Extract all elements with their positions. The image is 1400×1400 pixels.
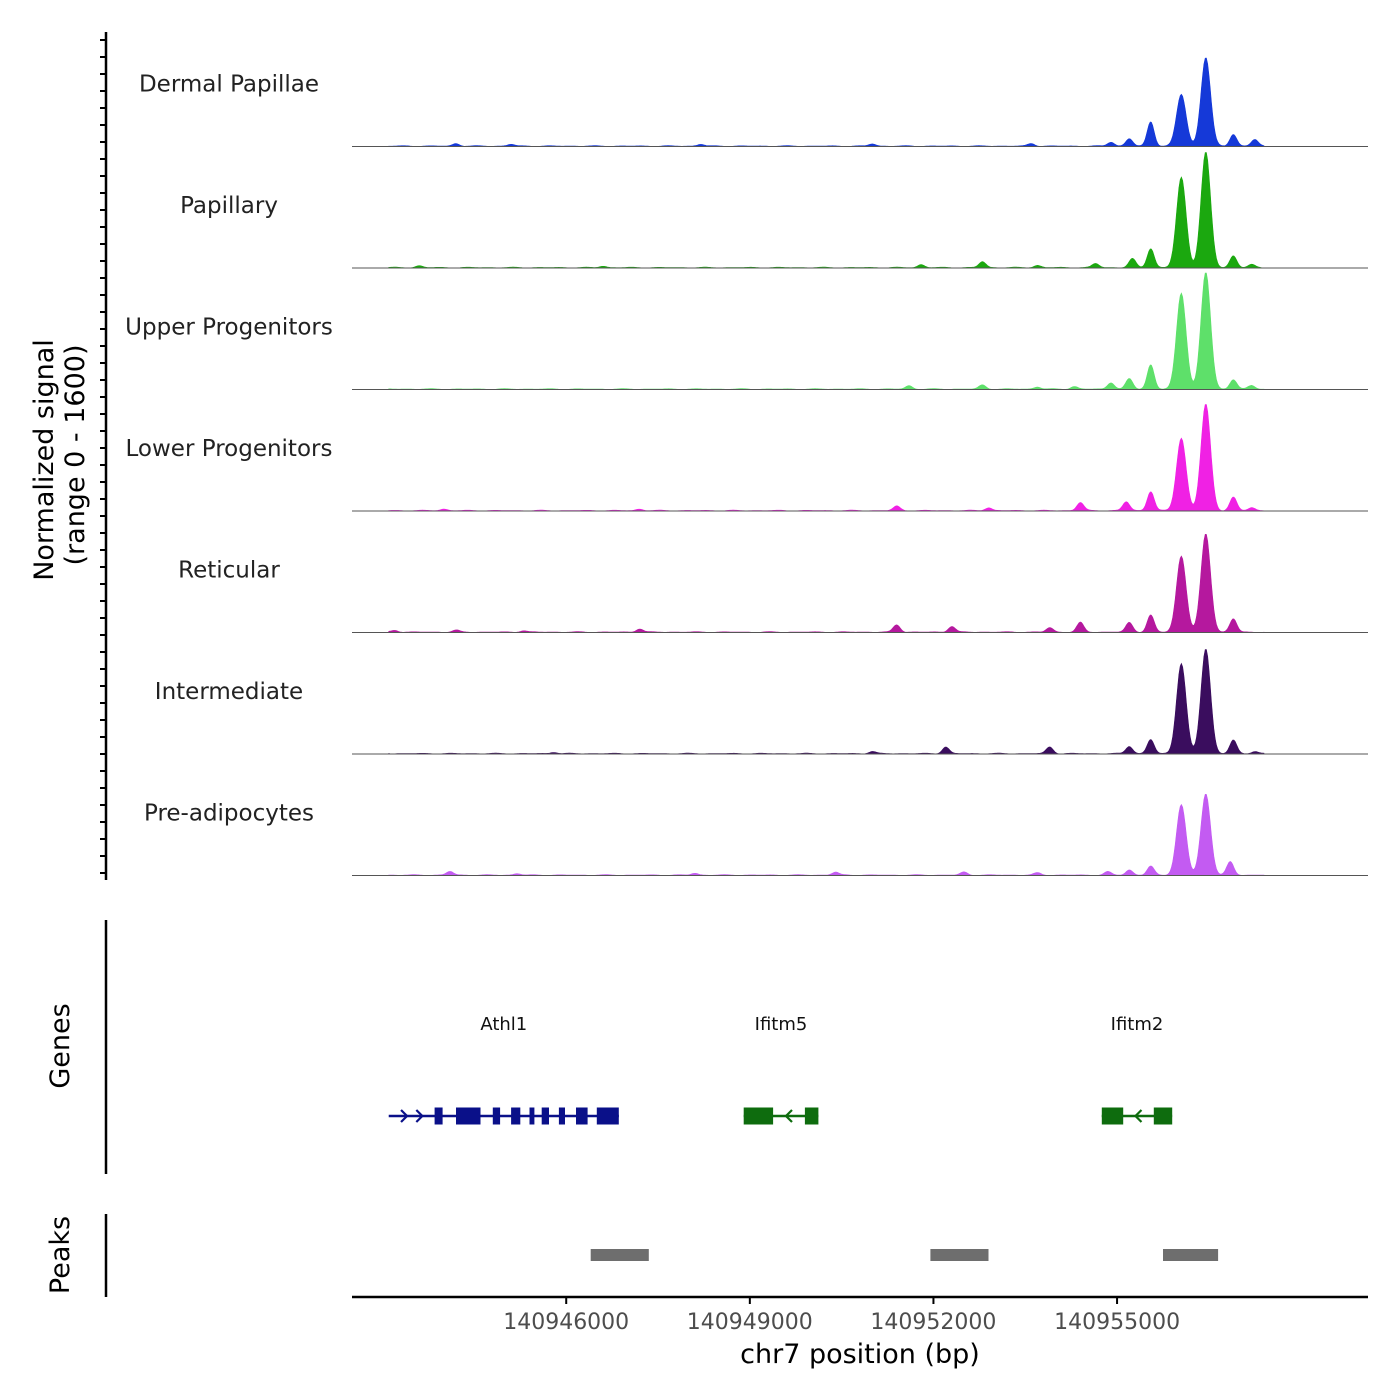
x-axis-title: chr7 position (bp) xyxy=(740,1339,980,1370)
track-5: Intermediate xyxy=(155,649,1368,755)
gene-ifitm2: Ifitm2 xyxy=(1101,1014,1173,1125)
gene-exon xyxy=(434,1107,443,1125)
strand-chevron xyxy=(400,1109,409,1123)
y-axis-title-line1: Normalized signal xyxy=(29,339,60,581)
peaks-panel xyxy=(590,1249,1219,1261)
gene-exon xyxy=(743,1107,774,1125)
coverage-tracks: Dermal Papillae Papillary Upper Progenitor… xyxy=(125,57,1368,876)
track-signal-area xyxy=(388,57,1265,147)
x-tick-label: 140952000 xyxy=(870,1310,996,1335)
gene-exon xyxy=(596,1107,619,1125)
gene-exon xyxy=(576,1107,588,1125)
peaks-panel-label: Peaks xyxy=(45,1216,76,1294)
gene-athl1: Athl1 xyxy=(388,1014,619,1125)
track-signal-area xyxy=(388,649,1265,755)
track-label: Upper Progenitors xyxy=(125,315,333,341)
peak-region xyxy=(590,1249,649,1261)
track-label: Reticular xyxy=(178,558,280,584)
strand-chevron xyxy=(784,1109,793,1123)
gene-ifitm5: Ifitm5 xyxy=(743,1014,819,1125)
track-0: Dermal Papillae xyxy=(139,57,1368,147)
gene-label: Athl1 xyxy=(480,1014,527,1035)
gene-exon xyxy=(529,1107,535,1125)
y-axis-title-line2: (range 0 - 1600) xyxy=(60,345,91,566)
track-label: Dermal Papillae xyxy=(139,72,319,98)
track-signal-area xyxy=(388,533,1265,633)
track-signal-area xyxy=(388,793,1265,876)
track-6: Pre-adipocytes xyxy=(144,793,1368,876)
track-label: Papillary xyxy=(180,193,278,219)
track-label: Lower Progenitors xyxy=(126,436,333,462)
track-2: Upper Progenitors xyxy=(125,272,1368,390)
gene-exon xyxy=(456,1107,481,1125)
track-1: Papillary xyxy=(180,152,1368,269)
gene-label: Ifitm2 xyxy=(1111,1014,1164,1035)
track-4: Reticular xyxy=(178,533,1368,633)
track-signal-area xyxy=(388,404,1265,512)
peak-region xyxy=(1163,1249,1219,1261)
track-label: Pre-adipocytes xyxy=(144,801,314,827)
gene-exon xyxy=(804,1107,819,1125)
gene-exon xyxy=(492,1107,501,1125)
gene-exon xyxy=(541,1107,549,1125)
axes: 140946000 140949000 140952000 140955000 xyxy=(100,32,1368,1335)
gene-label: Ifitm5 xyxy=(755,1014,808,1035)
gene-exon xyxy=(558,1107,565,1125)
gene-exon xyxy=(1153,1107,1173,1125)
gene-exon xyxy=(1101,1107,1124,1125)
track-label: Intermediate xyxy=(155,679,303,705)
strand-chevron xyxy=(1133,1109,1143,1123)
strand-chevron xyxy=(415,1109,424,1123)
track-signal-area xyxy=(388,272,1265,390)
x-tick-label: 140946000 xyxy=(503,1310,629,1335)
peak-region xyxy=(930,1249,989,1261)
gene-exon xyxy=(511,1107,521,1125)
x-tick-label: 140955000 xyxy=(1054,1310,1180,1335)
genes-panel-label: Genes xyxy=(45,1003,76,1088)
track-signal-area xyxy=(388,152,1265,269)
genes-panel: Athl1 Ifitm5 Ifitm2 xyxy=(388,1014,1173,1125)
track-3: Lower Progenitors xyxy=(126,404,1368,512)
x-tick-label: 140949000 xyxy=(687,1310,813,1335)
